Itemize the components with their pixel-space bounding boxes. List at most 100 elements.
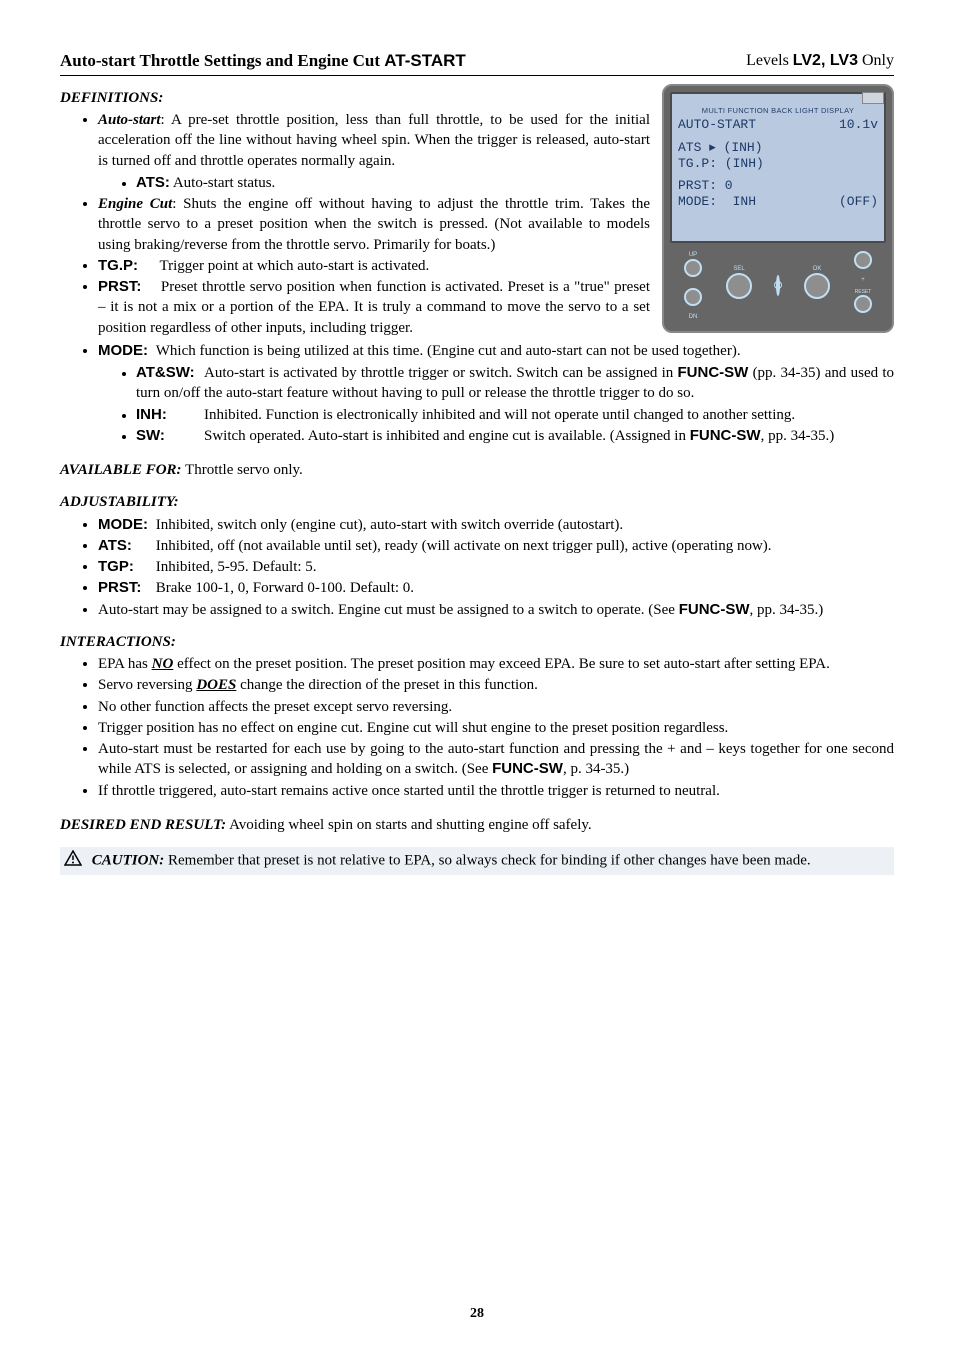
interactions-list: EPA has NO effect on the preset position… <box>60 654 894 801</box>
term-atsw: AT&SW: <box>136 363 204 383</box>
available-for: AVAILABLE FOR: Throttle servo only. <box>60 460 894 480</box>
definitions-list-2: MODE: Which function is being utilized a… <box>60 341 894 446</box>
adj-tgp-t: TGP: <box>98 557 152 577</box>
term-mode: MODE: <box>98 341 152 361</box>
term-auto-start: Auto-start <box>98 112 161 128</box>
ref-funcsw-4: FUNC-SW <box>492 760 563 777</box>
term-prst: PRST: <box>98 277 152 297</box>
right-dials: + RESET <box>854 251 872 320</box>
btn-ok-label: OK <box>804 265 830 273</box>
screen-line4: PRST: 0 <box>678 178 878 194</box>
def-sw-text2: , pp. 34-35.) <box>761 428 835 444</box>
def-inh: INH:Inhibited. Function is electronicall… <box>136 405 894 425</box>
def-sw-text: Switch operated. Auto-start is inhibited… <box>204 428 690 444</box>
btn-sel-label: SEL <box>726 265 752 273</box>
header-title-text: Auto-start Throttle Settings and Engine … <box>60 51 384 70</box>
btn-dn-label: DN <box>684 313 702 321</box>
page-header: Auto-start Throttle Settings and Engine … <box>60 50 894 76</box>
ref-funcsw-3: FUNC-SW <box>679 601 750 618</box>
adj-last-a: Auto-start may be assigned to a switch. … <box>98 602 679 618</box>
ref-funcsw-1: FUNC-SW <box>678 364 749 381</box>
battery-icon <box>862 92 884 104</box>
screen-l1r: 10.1v <box>839 117 878 133</box>
def-inh-text: Inhibited. Function is electronically in… <box>204 407 795 423</box>
btn-plus-label: + <box>854 276 872 284</box>
device-graphic: MULTI FUNCTION BACK LIGHT DISPLAY AUTO-S… <box>662 84 894 333</box>
term-ats: ATS: <box>136 174 170 191</box>
caution-text: Remember that preset is not relative to … <box>164 853 810 869</box>
adj-prst: PRST: Brake 100-1, 0, Forward 0-100. Def… <box>98 578 894 598</box>
int-1b: effect on the preset position. The prese… <box>173 656 830 672</box>
screen-l5r: (OFF) <box>839 194 878 210</box>
adj-last-b: , pp. 34-35.) <box>750 602 824 618</box>
header-levels: LV2, LV3 <box>793 52 858 69</box>
adj-mode-v: Inhibited, switch only (engine cut), aut… <box>156 517 623 533</box>
def-prst-text: Preset throttle servo position when func… <box>98 279 650 336</box>
adj-mode: MODE: Inhibited, switch only (engine cut… <box>98 515 894 535</box>
def-engine-text: : Shuts the engine off without having to… <box>98 196 650 253</box>
desired-result: DESIRED END RESULT: Avoiding wheel spin … <box>60 815 894 835</box>
int-2-does: DOES <box>196 677 236 693</box>
adjustability-label: ADJUSTABILITY: <box>60 492 894 512</box>
caution-icon <box>64 850 82 872</box>
int-1: EPA has NO effect on the preset position… <box>98 654 894 674</box>
screen-banner: MULTI FUNCTION BACK LIGHT DISPLAY <box>678 106 878 115</box>
available-label: AVAILABLE FOR: <box>60 462 182 478</box>
desired-label: DESIRED END RESULT: <box>60 817 226 833</box>
caution-label: CAUTION: <box>92 853 165 869</box>
adj-prst-v: Brake 100-1, 0, Forward 0-100. Default: … <box>156 580 414 596</box>
int-6: If throttle triggered, auto-start remain… <box>98 781 894 801</box>
def-ats-text: Auto-start status. <box>170 175 275 191</box>
header-levels-suffix: Only <box>858 52 894 69</box>
def-atsw-text: Auto-start is activated by throttle trig… <box>204 365 678 381</box>
header-right: Levels LV2, LV3 Only <box>746 50 894 73</box>
btn-up-label: UP <box>684 251 702 259</box>
device-controls: UP DN SEL OK + RESET <box>670 243 886 326</box>
screen-line2: ATS ▸ (INH) <box>678 140 878 156</box>
screen-l1l: AUTO-START <box>678 117 756 133</box>
adj-ats-v: Inhibited, off (not available until set)… <box>156 538 772 554</box>
available-text: Throttle servo only. <box>182 462 303 478</box>
screen-line3: TG.P: (INH) <box>678 156 878 172</box>
def-auto-start-text: : A pre-set throttle position, less than… <box>98 112 650 169</box>
def-mode: MODE: Which function is being utilized a… <box>98 341 894 446</box>
adj-last: Auto-start may be assigned to a switch. … <box>98 600 894 620</box>
header-left: Auto-start Throttle Settings and Engine … <box>60 50 466 73</box>
def-tgp-text: Trigger point at which auto-start is act… <box>160 258 430 274</box>
adj-tgp: TGP: Inhibited, 5-95. Default: 5. <box>98 557 894 577</box>
adj-prst-t: PRST: <box>98 578 152 598</box>
adjustability-list: MODE: Inhibited, switch only (engine cut… <box>60 515 894 620</box>
def-atsw: AT&SW:Auto-start is activated by throttl… <box>136 363 894 404</box>
dial-minus <box>854 295 872 313</box>
interactions-label: INTERACTIONS: <box>60 632 894 652</box>
dial-sel <box>726 273 752 299</box>
screen-l5l: MODE: INH <box>678 194 756 210</box>
def-sw: SW:Switch operated. Auto-start is inhibi… <box>136 426 894 446</box>
adj-ats: ATS: Inhibited, off (not available until… <box>98 536 894 556</box>
int-2b: change the direction of the preset in th… <box>236 677 538 693</box>
device-screen: MULTI FUNCTION BACK LIGHT DISPLAY AUTO-S… <box>670 92 886 243</box>
int-4: Trigger position has no effect on engine… <box>98 718 894 738</box>
int-5b: , p. 34-35.) <box>563 761 629 777</box>
int-5: Auto-start must be restarted for each us… <box>98 739 894 780</box>
dial-plus <box>854 251 872 269</box>
int-2a: Servo reversing <box>98 677 196 693</box>
device-body: MULTI FUNCTION BACK LIGHT DISPLAY AUTO-S… <box>662 84 894 333</box>
adj-mode-t: MODE: <box>98 515 152 535</box>
left-dials: UP DN <box>684 251 702 322</box>
adj-ats-t: ATS: <box>98 536 152 556</box>
int-3: No other function affects the preset exc… <box>98 697 894 717</box>
adj-tgp-v: Inhibited, 5-95. Default: 5. <box>156 559 317 575</box>
header-levels-prefix: Levels <box>746 52 793 69</box>
desired-text: Avoiding wheel spin on starts and shutti… <box>226 817 592 833</box>
ref-funcsw-2: FUNC-SW <box>690 427 761 444</box>
header-code: AT-START <box>384 51 466 70</box>
dpad-icon <box>776 275 780 296</box>
int-2: Servo reversing DOES change the directio… <box>98 675 894 695</box>
screen-line5: MODE: INH (OFF) <box>678 194 878 210</box>
term-engine: Engine Cut <box>98 196 172 212</box>
caution-box: CAUTION: Remember that preset is not rel… <box>60 847 894 875</box>
screen-line1: AUTO-START 10.1v <box>678 117 878 133</box>
page-number: 28 <box>60 1305 894 1324</box>
dial-ok <box>804 273 830 299</box>
